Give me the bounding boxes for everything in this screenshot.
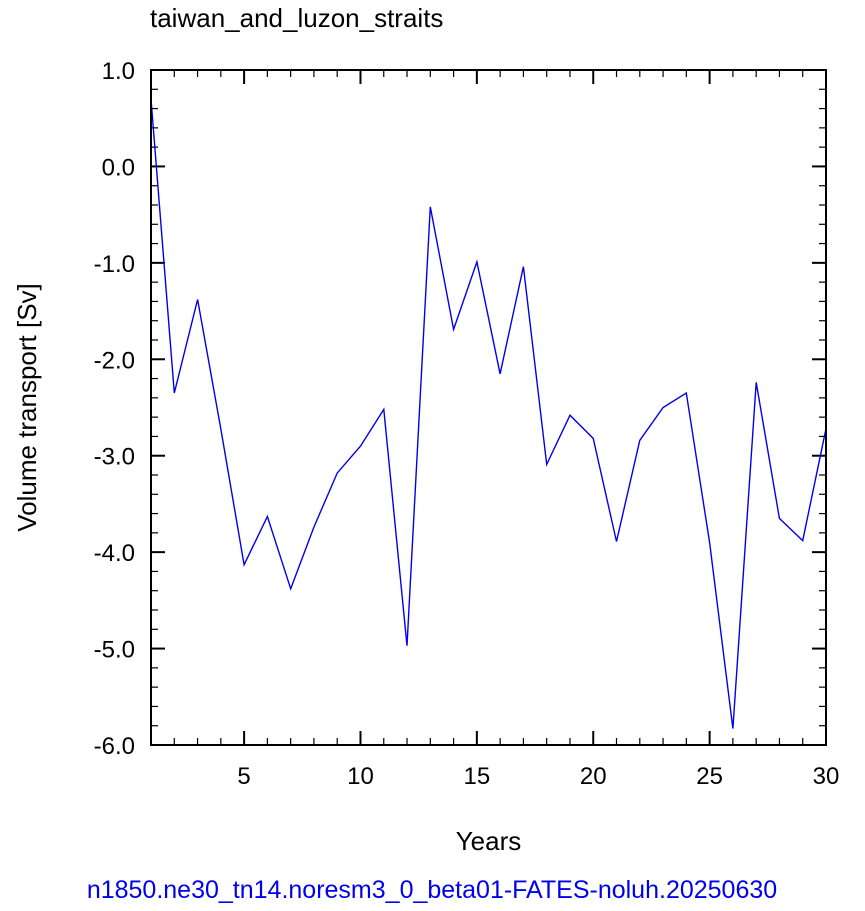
y-tick-label: -5.0 [94,637,135,664]
run-name-footer: n1850.ne30_tn14.noresm3_0_beta01-FATES-n… [87,876,777,904]
y-tick-label: -2.0 [94,347,135,374]
y-tick-label: -3.0 [94,444,135,471]
x-tick-label: 30 [813,763,840,790]
y-tick-label: -4.0 [94,540,135,567]
series-line [150,98,827,729]
y-tick-label: 0.0 [102,154,135,181]
x-tick-label: 25 [696,763,723,790]
x-tick-label: 10 [347,763,374,790]
axis-ticks [150,69,827,746]
x-tick-label: 5 [237,763,250,790]
tick-labels: 5 10 15 20 25 30 1.0 0.0 -1.0 -2.0 -3.0 -4.0 -5.0 -6.… [94,58,840,790]
x-tick-label: 20 [580,763,607,790]
x-axis-label: Years [456,826,522,856]
y-tick-label: -1.0 [94,251,135,278]
chart-title: taiwan_and_luzon_straits [150,3,443,33]
y-axis-label: Volume transport [Sv] [12,283,42,532]
y-tick-label: -6.0 [94,733,135,760]
y-tick-label: 1.0 [102,58,135,85]
plot-frame [150,69,827,746]
x-tick-label: 15 [464,763,491,790]
